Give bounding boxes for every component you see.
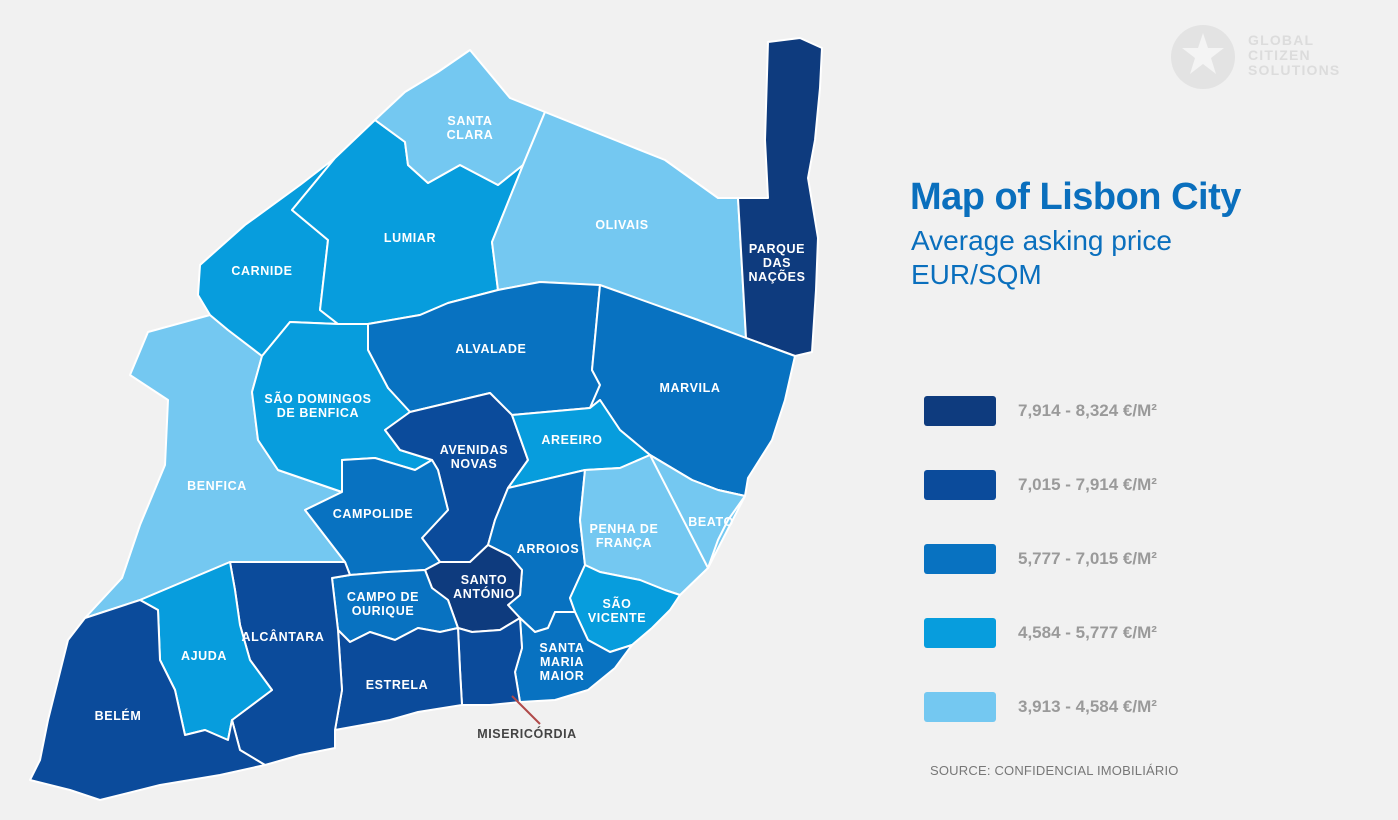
district-label-line: ESTRELA: [366, 678, 429, 692]
legend-swatch: [924, 618, 996, 648]
label-santa-clara: SANTA CLARA: [447, 114, 494, 142]
label-estrela: ESTRELA: [366, 678, 429, 692]
label-campolide: CAMPOLIDE: [333, 507, 413, 521]
district-label-line: SANTO: [461, 573, 508, 587]
district-label-line: AREEIRO: [541, 433, 602, 447]
label-belem: BELÉM: [95, 708, 142, 723]
label-parque-das-nacoes: PARQUE DAS NAÇÕES: [748, 242, 805, 284]
star-seal-icon: [1171, 25, 1235, 89]
district-label-line: PENHA DE: [590, 522, 659, 536]
district-label-line: ANTÓNIO: [453, 586, 515, 601]
district-labels: SANTA CLARA LUMIAR CARNIDE OLIVAIS PARQUE…: [95, 114, 805, 741]
label-beato: BEATO: [688, 515, 734, 529]
district-label-line: BEATO: [688, 515, 734, 529]
label-alvalade: ALVALADE: [456, 342, 527, 356]
label-sao-vicente: SÃO VICENTE: [588, 596, 646, 625]
district-label-line: BELÉM: [95, 708, 142, 723]
district-label-line: MISERICÓRDIA: [477, 726, 577, 741]
district-label-line: ALVALADE: [456, 342, 527, 356]
district-beato[interactable]: [649, 454, 746, 569]
logo-line-3: SOLUTIONS: [1248, 62, 1341, 78]
district-label-line: CAMPOLIDE: [333, 507, 413, 521]
district-label-line: FRANÇA: [596, 536, 652, 550]
district-label-line: ALCÂNTARA: [242, 629, 325, 644]
district-estrela[interactable]: [334, 627, 463, 731]
district-label-line: SÃO DOMINGOS: [264, 391, 371, 406]
label-arroios: ARROIOS: [517, 542, 580, 556]
label-avenidas-novas: AVENIDAS NOVAS: [440, 443, 508, 471]
legend-label: 7,914 - 8,324 €/M²: [1018, 401, 1157, 420]
label-campo-de-ourique: CAMPO DE OURIQUE: [347, 590, 419, 618]
district-misericordia[interactable]: [457, 617, 523, 706]
district-label-line: OURIQUE: [352, 604, 415, 618]
legend-swatch: [924, 470, 996, 500]
legend-label: 3,913 - 4,584 €/M²: [1018, 697, 1157, 716]
legend-swatch: [924, 544, 996, 574]
label-benfica: BENFICA: [187, 479, 247, 493]
district-label-line: NAÇÕES: [748, 269, 805, 284]
district-label-line: CAMPO DE: [347, 590, 419, 604]
district-label-line: AJUDA: [181, 649, 227, 663]
map-subtitle: Average asking price EUR/SQM: [911, 225, 1172, 290]
brand-logo: GLOBAL CITIZEN SOLUTIONS: [1170, 24, 1370, 94]
legend-label: 5,777 - 7,015 €/M²: [1018, 549, 1157, 568]
label-marvila: MARVILA: [660, 381, 721, 395]
label-olivais: OLIVAIS: [595, 218, 648, 232]
source-note: SOURCE: CONFIDENCIAL IMOBILIÁRIO: [930, 763, 1179, 778]
district-label-line: BENFICA: [187, 479, 247, 493]
label-alcantara: ALCÂNTARA: [242, 629, 325, 644]
district-label-line: MARVILA: [660, 381, 721, 395]
district-label-line: OLIVAIS: [595, 218, 648, 232]
legend-swatch: [924, 396, 996, 426]
district-label-line: DE BENFICA: [277, 406, 359, 420]
district-shapes: [29, 37, 823, 801]
logo-wordmark: GLOBAL CITIZEN SOLUTIONS: [1248, 33, 1340, 78]
district-label-line: AVENIDAS: [440, 443, 508, 457]
label-penha-de-franca: PENHA DE FRANÇA: [590, 522, 659, 550]
district-label-line: MARIA: [540, 655, 584, 669]
label-lumiar: LUMIAR: [384, 231, 436, 245]
district-label-line: SÃO: [603, 596, 632, 611]
logo-line-2: CITIZEN: [1248, 47, 1311, 63]
district-label-line: ARROIOS: [517, 542, 580, 556]
map-title: Map of Lisbon City: [910, 176, 1241, 218]
district-label-line: MAIOR: [540, 669, 585, 683]
misericordia-leader-line: [511, 695, 541, 725]
label-misericordia: MISERICÓRDIA: [477, 726, 577, 741]
label-santa-maria-maior: SANTA MARIA MAIOR: [539, 641, 584, 683]
label-ajuda: AJUDA: [181, 649, 227, 663]
label-santo-antonio: SANTO ANTÓNIO: [453, 573, 515, 601]
district-label-line: SANTA: [447, 114, 492, 128]
district-label-line: CLARA: [447, 128, 494, 142]
district-label-line: VICENTE: [588, 611, 646, 625]
legend-label: 4,584 - 5,777 €/M²: [1018, 623, 1157, 642]
logo-line-1: GLOBAL: [1248, 32, 1315, 48]
district-belem[interactable]: [29, 599, 266, 801]
legend-label: 7,015 - 7,914 €/M²: [1018, 475, 1157, 494]
district-label-line: PARQUE: [749, 242, 805, 256]
district-label-line: CARNIDE: [231, 264, 292, 278]
district-label-line: DAS: [763, 256, 791, 270]
label-sao-domingos-de-benfica: SÃO DOMINGOS DE BENFICA: [264, 391, 371, 420]
district-label-line: NOVAS: [451, 457, 498, 471]
label-carnide: CARNIDE: [231, 264, 292, 278]
label-areeiro: AREEIRO: [541, 433, 602, 447]
district-parque-das-nacoes[interactable]: [737, 37, 823, 357]
district-label-line: LUMIAR: [384, 231, 436, 245]
legend-swatch: [924, 692, 996, 722]
district-label-line: SANTA: [539, 641, 584, 655]
